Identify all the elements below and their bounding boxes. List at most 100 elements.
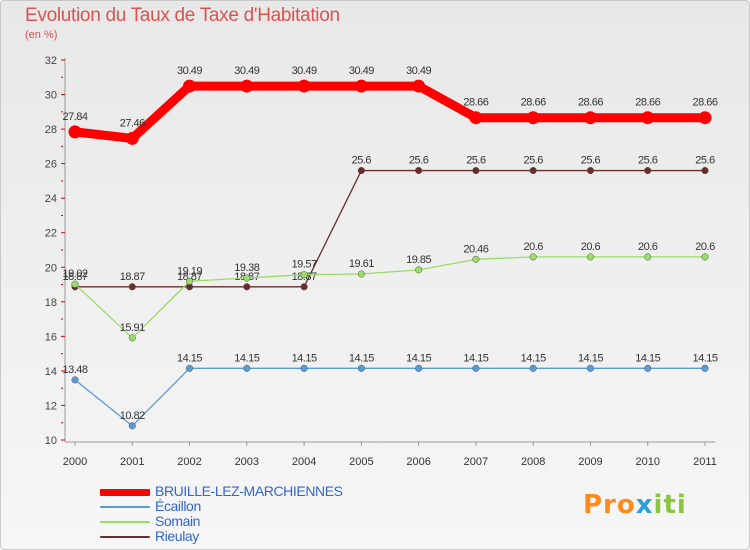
y-tick-label: 30 bbox=[45, 90, 57, 102]
data-point bbox=[586, 166, 595, 175]
x-tick-label: 2004 bbox=[292, 456, 316, 468]
data-label: 20.6 bbox=[581, 241, 601, 253]
chart-subtitle: (en %) bbox=[25, 29, 58, 41]
y-tick-label: 22 bbox=[45, 228, 57, 240]
data-point bbox=[300, 271, 308, 279]
data-point bbox=[128, 422, 136, 430]
y-tick-label: 24 bbox=[45, 193, 57, 205]
data-label: 19.57 bbox=[292, 259, 317, 271]
data-label: 14.15 bbox=[635, 352, 660, 364]
x-tick-label: 2000 bbox=[63, 456, 87, 468]
series-somain: 19.02 15.91 19.19 19.38 19.57 19.61 19.85 20.46… bbox=[62, 241, 716, 342]
data-label: 28.66 bbox=[521, 97, 546, 109]
data-point bbox=[415, 166, 423, 175]
data-label: 27.46 bbox=[120, 117, 145, 129]
data-point bbox=[68, 125, 82, 139]
x-tick-label: 2008 bbox=[521, 456, 545, 468]
data-point bbox=[183, 79, 197, 93]
data-label: 14.15 bbox=[406, 352, 431, 364]
y-tick-label: 26 bbox=[45, 159, 57, 171]
data-label: 30.49 bbox=[349, 65, 374, 77]
data-label: 13.48 bbox=[62, 364, 87, 376]
data-point bbox=[526, 111, 540, 125]
data-label: 25.6 bbox=[466, 155, 486, 167]
data-point bbox=[529, 364, 537, 372]
data-point bbox=[357, 364, 365, 372]
data-label: 25.6 bbox=[695, 155, 715, 167]
series-rieulay: 18.8718.8718.8718.8718.8725.625.625.625.… bbox=[62, 155, 716, 291]
data-point bbox=[300, 364, 308, 372]
legend-label-somain: Somain bbox=[155, 513, 201, 529]
data-point bbox=[586, 364, 595, 372]
x-tick-label: 2009 bbox=[578, 456, 602, 468]
data-label: 30.49 bbox=[292, 65, 317, 77]
data-label: 18.87 bbox=[62, 271, 87, 283]
data-point bbox=[185, 277, 194, 285]
x-tick-label: 2005 bbox=[349, 456, 373, 468]
data-label: 14.15 bbox=[234, 352, 259, 364]
data-point bbox=[698, 111, 712, 125]
data-label: 19.85 bbox=[406, 254, 431, 266]
data-label: 20.6 bbox=[523, 241, 543, 253]
data-point bbox=[641, 111, 655, 125]
data-point bbox=[243, 283, 251, 291]
data-point bbox=[71, 280, 79, 288]
data-label: 27.84 bbox=[62, 111, 87, 123]
data-point bbox=[644, 166, 652, 175]
data-label: 25.6 bbox=[638, 155, 658, 167]
data-point bbox=[71, 376, 79, 384]
data-label: 25.6 bbox=[409, 155, 429, 167]
data-label: 14.15 bbox=[521, 352, 546, 364]
data-label: 20.46 bbox=[463, 243, 488, 255]
data-point bbox=[243, 274, 251, 282]
x-tick-label: 2006 bbox=[406, 456, 430, 468]
data-point bbox=[128, 334, 136, 342]
series-ecaillon: 13.48 10.82 14.15 14.15 14.15 14.15 14.15 14.15… bbox=[62, 352, 718, 430]
data-point bbox=[240, 79, 254, 93]
data-point bbox=[300, 283, 308, 291]
x-tick-label: 2010 bbox=[635, 456, 659, 468]
data-point bbox=[529, 253, 537, 261]
y-tick-label: 20 bbox=[45, 262, 57, 274]
legend-swatch-rieulay bbox=[100, 536, 150, 538]
data-point bbox=[415, 266, 423, 274]
legend-label-ecaillon: Écaillon bbox=[155, 498, 201, 514]
data-label: 30.49 bbox=[406, 65, 431, 77]
data-point bbox=[472, 364, 480, 372]
data-label: 20.6 bbox=[695, 241, 715, 253]
y-tick-label: 32 bbox=[45, 55, 57, 67]
data-point bbox=[412, 79, 426, 93]
data-label: 14.15 bbox=[692, 352, 717, 364]
data-label: 30.49 bbox=[177, 65, 202, 77]
data-point bbox=[583, 111, 597, 125]
legend-label-bruille: BRUILLE-LEZ-MARCHIENNES bbox=[155, 483, 343, 499]
legend-label-rieulay: Rieulay bbox=[155, 528, 199, 544]
x-tick-label: 2003 bbox=[235, 456, 259, 468]
data-point bbox=[128, 283, 136, 291]
data-label: 28.66 bbox=[635, 97, 660, 109]
data-label: 28.66 bbox=[692, 97, 717, 109]
series-line bbox=[74, 256, 706, 339]
data-label: 14.15 bbox=[463, 352, 488, 364]
x-tick-label: 2001 bbox=[120, 456, 144, 468]
chart-title: Evolution du Taux de Taxe d'Habitation bbox=[25, 5, 340, 26]
series-line bbox=[70, 81, 710, 143]
data-label: 14.15 bbox=[177, 352, 202, 364]
series-line bbox=[74, 169, 706, 288]
data-label: 18.87 bbox=[177, 271, 202, 283]
data-point bbox=[415, 364, 423, 372]
data-label: 25.6 bbox=[581, 155, 601, 167]
data-label: 10.82 bbox=[120, 410, 145, 422]
data-label: 19.61 bbox=[349, 258, 374, 270]
data-label: 25.6 bbox=[352, 155, 372, 167]
data-point bbox=[469, 111, 483, 125]
data-label: 20.6 bbox=[638, 241, 658, 253]
data-point bbox=[644, 253, 652, 261]
data-point bbox=[701, 253, 709, 261]
data-point bbox=[701, 364, 709, 372]
x-tick-label: 2011 bbox=[693, 456, 717, 468]
x-tick-label: 2002 bbox=[177, 456, 201, 468]
y-tick-label: 28 bbox=[45, 124, 57, 136]
data-point bbox=[529, 166, 537, 175]
data-label: 28.66 bbox=[578, 97, 603, 109]
